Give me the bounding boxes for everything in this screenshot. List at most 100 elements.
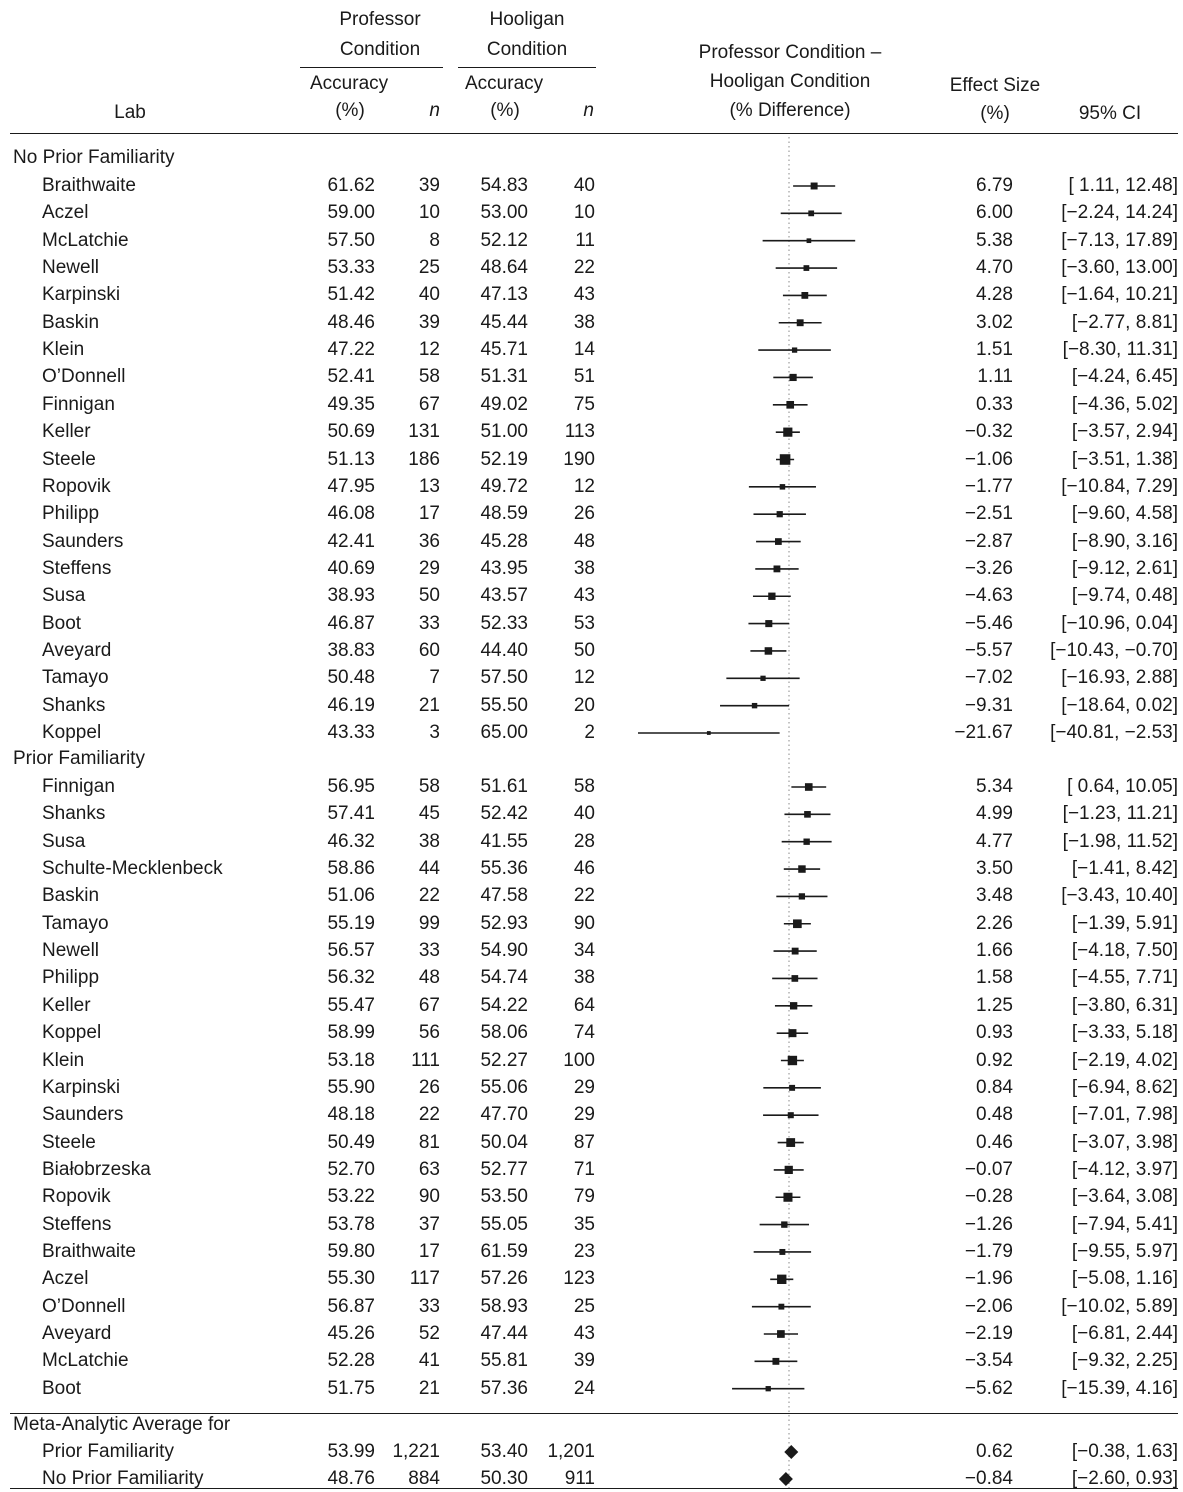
- confidence-interval: [−1.39, 5.91]: [1071, 912, 1178, 934]
- effect-size: 6.00: [976, 202, 1013, 224]
- professor-n: 17: [418, 1240, 440, 1262]
- confidence-interval: [−10.84, 7.29]: [1061, 475, 1178, 497]
- effect-size: 0.62: [976, 1441, 1013, 1462]
- confidence-interval: [−3.51, 1.38]: [1071, 448, 1178, 470]
- study-estimate-marker: [777, 1330, 785, 1338]
- professor-n: 131: [408, 421, 440, 443]
- hooligan-n: 123: [563, 1268, 595, 1290]
- hooligan-n: 29: [573, 1076, 595, 1098]
- study-estimate-marker: [783, 1192, 793, 1202]
- study-estimate-marker: [788, 1029, 797, 1038]
- hooligan-header-line1: Hooligan: [489, 9, 565, 30]
- study-estimate-marker: [765, 1386, 771, 1392]
- hooligan-n: 26: [573, 503, 595, 525]
- hooligan-accuracy: 61.59: [480, 1240, 528, 1262]
- professor-n: 17: [418, 503, 440, 525]
- hooligan-accuracy: 47.44: [480, 1323, 528, 1344]
- lab-name: O’Donnell: [42, 366, 126, 388]
- hooligan-n: 113: [564, 421, 595, 443]
- hooligan-accuracy: 52.93: [480, 912, 528, 934]
- study-estimate-marker: [764, 647, 773, 655]
- professor-pct-header: (%): [335, 100, 365, 121]
- lab-name: Tamayo: [42, 912, 109, 934]
- hooligan-n: 1,201: [547, 1441, 595, 1462]
- lab-name: Shanks: [42, 803, 106, 825]
- professor-accuracy: 53.33: [327, 257, 375, 279]
- professor-accuracy: 56.95: [327, 776, 375, 797]
- ci-header: 95% CI: [1078, 103, 1142, 124]
- professor-n: 41: [418, 1350, 440, 1372]
- study-estimate-marker: [789, 1002, 798, 1010]
- confidence-interval: [−7.94, 5.41]: [1071, 1213, 1178, 1235]
- lab-name: Schulte-Mecklenbeck: [42, 858, 223, 880]
- professor-accuracy: 42.41: [327, 530, 375, 552]
- hooligan-accuracy: 58.93: [480, 1295, 528, 1317]
- study-estimate-marker: [787, 1112, 794, 1119]
- effect-size: 5.38: [976, 229, 1013, 251]
- hooligan-n: 100: [563, 1049, 595, 1071]
- professor-n: 22: [418, 1104, 440, 1126]
- study-estimate-marker: [765, 620, 773, 628]
- professor-accuracy: 50.69: [327, 421, 375, 443]
- lab-name: Koppel: [42, 722, 102, 743]
- hooligan-accuracy: 52.77: [480, 1158, 528, 1180]
- hooligan-accuracy-header: Accuracy: [465, 73, 544, 94]
- confidence-interval: [−9.60, 4.58]: [1071, 503, 1178, 525]
- study-estimate-marker: [779, 454, 791, 465]
- lab-name: Baskin: [42, 885, 100, 907]
- hooligan-n: 43: [573, 1323, 595, 1344]
- meta-separator-rule: [10, 1413, 1178, 1414]
- hooligan-n: 90: [573, 912, 595, 934]
- confidence-interval: [−9.74, 0.48]: [1071, 585, 1178, 607]
- hooligan-n: 87: [573, 1131, 595, 1153]
- study-estimate-marker: [775, 538, 782, 545]
- professor-accuracy: 46.08: [327, 503, 375, 525]
- professor-accuracy: 59.00: [327, 202, 375, 224]
- professor-accuracy: 53.99: [327, 1441, 375, 1462]
- professor-accuracy: 48.46: [327, 311, 375, 333]
- lab-name: Karpinski: [42, 284, 121, 306]
- lab-name: No Prior Familiarity: [42, 1468, 204, 1489]
- professor-n: 10: [418, 202, 440, 224]
- effect-size: −2.19: [964, 1323, 1013, 1344]
- effect-size: 0.93: [976, 1022, 1013, 1044]
- professor-accuracy: 48.76: [327, 1468, 375, 1489]
- hooligan-n: 43: [573, 585, 595, 607]
- hooligan-accuracy: 47.70: [480, 1104, 528, 1126]
- hooligan-n: 64: [573, 994, 595, 1016]
- professor-accuracy: 46.19: [327, 694, 375, 716]
- effect-size: 0.84: [976, 1076, 1013, 1098]
- hooligan-accuracy: 49.72: [480, 475, 528, 497]
- hooligan-accuracy: 52.12: [480, 229, 528, 251]
- hooligan-n: 38: [573, 311, 595, 333]
- hooligan-accuracy: 48.59: [480, 503, 528, 525]
- effect-size: −2.51: [964, 503, 1013, 525]
- professor-n: 186: [408, 448, 440, 470]
- table-bottom-rule: [10, 1488, 1178, 1489]
- study-estimate-marker: [804, 783, 813, 791]
- professor-header-rule: [300, 67, 443, 68]
- effect-size: 1.11: [977, 366, 1013, 388]
- lab-name: Finnigan: [42, 776, 115, 797]
- lab-name: Baskin: [42, 311, 100, 333]
- professor-accuracy: 57.50: [327, 229, 375, 251]
- effect-size: −3.54: [964, 1350, 1013, 1372]
- professor-n: 52: [418, 1323, 440, 1344]
- effect-size: −1.77: [964, 475, 1013, 497]
- professor-accuracy: 58.86: [327, 858, 375, 880]
- professor-n: 25: [418, 257, 440, 279]
- hooligan-accuracy: 55.06: [480, 1076, 528, 1098]
- professor-n: 33: [418, 612, 440, 634]
- effect-size: −9.31: [964, 694, 1013, 716]
- hooligan-n: 23: [573, 1240, 595, 1262]
- effect-size: 0.48: [976, 1104, 1013, 1126]
- hooligan-accuracy: 50.30: [480, 1468, 528, 1489]
- professor-accuracy: 55.90: [327, 1076, 375, 1098]
- study-estimate-marker: [786, 400, 795, 409]
- professor-accuracy: 52.70: [327, 1158, 375, 1180]
- confidence-interval: [−1.41, 8.42]: [1071, 858, 1178, 880]
- hooligan-n: 14: [573, 339, 595, 361]
- effect-size: −5.57: [964, 639, 1013, 661]
- confidence-interval: [−3.60, 13.00]: [1061, 257, 1178, 279]
- confidence-interval: [−16.93, 2.88]: [1061, 667, 1178, 689]
